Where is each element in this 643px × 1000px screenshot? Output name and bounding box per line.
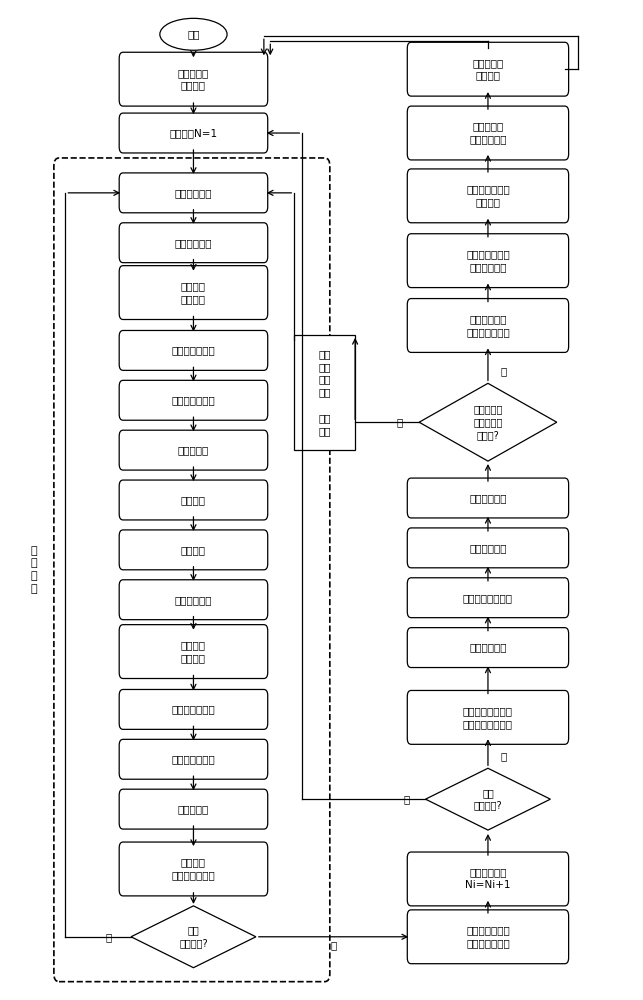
Text: 确定最优模型阶数
确定最优模型参数: 确定最优模型阶数 确定最优模型参数 xyxy=(463,706,513,729)
Text: 优胜劣汰
优选形成新种群: 优胜劣汰 优选形成新种群 xyxy=(172,858,215,880)
FancyBboxPatch shape xyxy=(119,689,267,729)
FancyBboxPatch shape xyxy=(119,173,267,213)
FancyBboxPatch shape xyxy=(119,580,267,620)
Text: 模型阶数N=1: 模型阶数N=1 xyxy=(169,128,217,138)
Text: 输出最终的
时频分布: 输出最终的 时频分布 xyxy=(473,58,503,81)
Text: 已达残差门
限或最大分
量数目?: 已达残差门 限或最大分 量数目? xyxy=(473,404,503,440)
Text: 已达
遗传代数?: 已达 遗传代数? xyxy=(179,925,208,948)
Text: 频谱峰值置零: 频谱峰值置零 xyxy=(469,643,507,653)
Ellipse shape xyxy=(160,18,227,50)
Text: 混频处理
共轭相乘: 混频处理 共轭相乘 xyxy=(181,281,206,304)
Text: 适应度排序: 适应度排序 xyxy=(178,804,209,814)
Text: 快速傅里叶变换: 快速傅里叶变换 xyxy=(172,704,215,714)
Text: 生成各信号分量
时频分布: 生成各信号分量 时频分布 xyxy=(466,184,510,207)
Text: 已达
最大阶数?: 已达 最大阶数? xyxy=(474,788,502,811)
Text: 各信号分量
时频分布累加: 各信号分量 时频分布累加 xyxy=(469,122,507,144)
Text: 生成各信号分量
瞬时频率函数: 生成各信号分量 瞬时频率函数 xyxy=(466,249,510,272)
Text: 是: 是 xyxy=(331,940,337,950)
FancyBboxPatch shape xyxy=(407,690,568,744)
Text: 变异操作: 变异操作 xyxy=(181,545,206,555)
Text: 适应度指标评价: 适应度指标评价 xyxy=(172,754,215,764)
Text: 算法初始化
预设参数: 算法初始化 预设参数 xyxy=(178,68,209,91)
FancyBboxPatch shape xyxy=(119,266,267,320)
Text: 残差信号生成: 残差信号生成 xyxy=(469,543,507,553)
Polygon shape xyxy=(426,768,550,830)
FancyBboxPatch shape xyxy=(407,299,568,352)
Polygon shape xyxy=(131,906,256,968)
FancyBboxPatch shape xyxy=(119,430,267,470)
Text: 参考函数生成: 参考函数生成 xyxy=(175,238,212,248)
FancyBboxPatch shape xyxy=(119,113,267,153)
FancyBboxPatch shape xyxy=(119,842,267,896)
Text: 根据优化参数
生成各信号分量: 根据优化参数 生成各信号分量 xyxy=(466,314,510,337)
FancyBboxPatch shape xyxy=(407,169,568,223)
Text: 产生父代种群: 产生父代种群 xyxy=(175,188,212,198)
FancyBboxPatch shape xyxy=(119,739,267,779)
FancyBboxPatch shape xyxy=(119,380,267,420)
Text: 快速傅里叶变换: 快速傅里叶变换 xyxy=(172,345,215,355)
FancyBboxPatch shape xyxy=(119,330,267,370)
Text: 是: 是 xyxy=(501,751,507,761)
FancyBboxPatch shape xyxy=(407,910,568,964)
Text: 遗传操作: 遗传操作 xyxy=(181,495,206,505)
FancyBboxPatch shape xyxy=(119,52,267,106)
Polygon shape xyxy=(419,383,557,461)
Text: 否: 否 xyxy=(403,794,410,804)
Text: 快速逆傅里叶变换: 快速逆傅里叶变换 xyxy=(463,593,513,603)
FancyBboxPatch shape xyxy=(119,480,267,520)
FancyBboxPatch shape xyxy=(407,42,568,96)
FancyBboxPatch shape xyxy=(407,478,568,518)
Text: 参考函数生成: 参考函数生成 xyxy=(175,595,212,605)
FancyBboxPatch shape xyxy=(407,106,568,160)
FancyBboxPatch shape xyxy=(407,628,568,668)
Text: 开始: 开始 xyxy=(187,29,200,39)
FancyBboxPatch shape xyxy=(119,223,267,263)
Text: 残差能量计算: 残差能量计算 xyxy=(469,493,507,503)
Text: 增大模型阶数
Ni=Ni+1: 增大模型阶数 Ni=Ni+1 xyxy=(465,868,511,890)
Text: 信号
分量
参数
记录

数目
累加: 信号 分量 参数 记录 数目 累加 xyxy=(318,349,331,436)
Text: 适应度排序: 适应度排序 xyxy=(178,445,209,455)
Text: 记录最优个体的
模型阶数及参数: 记录最优个体的 模型阶数及参数 xyxy=(466,925,510,948)
FancyBboxPatch shape xyxy=(119,625,267,679)
Text: 是: 是 xyxy=(501,366,507,376)
Text: 否: 否 xyxy=(397,417,403,427)
FancyBboxPatch shape xyxy=(407,852,568,906)
Text: 遗
传
优
化: 遗 传 优 化 xyxy=(30,546,37,594)
FancyBboxPatch shape xyxy=(407,234,568,288)
Bar xyxy=(294,335,355,450)
FancyBboxPatch shape xyxy=(407,578,568,618)
FancyBboxPatch shape xyxy=(119,789,267,829)
Text: 适应度指标评价: 适应度指标评价 xyxy=(172,395,215,405)
FancyBboxPatch shape xyxy=(407,528,568,568)
Text: 否: 否 xyxy=(105,932,112,942)
FancyBboxPatch shape xyxy=(119,530,267,570)
Text: 混频处理
共轭相乘: 混频处理 共轭相乘 xyxy=(181,640,206,663)
